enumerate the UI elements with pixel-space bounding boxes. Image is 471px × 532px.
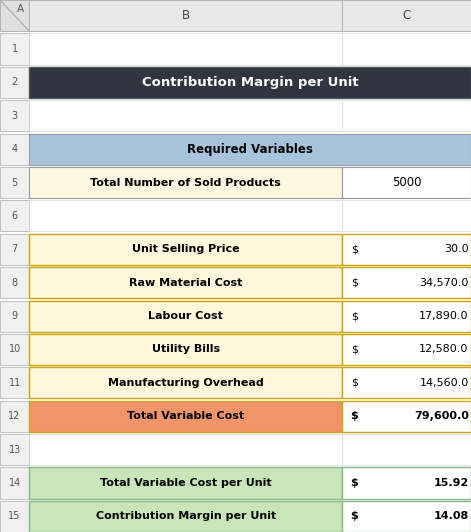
Bar [0, 67, 29, 98]
Bar [0, 334, 29, 365]
Bar [342, 167, 471, 198]
Text: 15: 15 [8, 511, 21, 521]
Text: Manufacturing Overhead: Manufacturing Overhead [108, 378, 264, 388]
Text: 6: 6 [11, 211, 18, 221]
Text: Total Number of Sold Products: Total Number of Sold Products [90, 178, 281, 187]
Text: Total Variable Cost per Unit: Total Variable Cost per Unit [100, 478, 272, 488]
Text: 34,570.0: 34,570.0 [419, 278, 469, 288]
Bar [342, 401, 471, 432]
Bar [29, 34, 342, 64]
Bar [342, 100, 471, 131]
Bar [342, 434, 471, 465]
Bar [342, 367, 471, 398]
Text: A: A [17, 4, 24, 14]
Bar [29, 201, 342, 231]
Bar [29, 501, 342, 532]
Bar [342, 301, 471, 331]
Text: C: C [403, 9, 411, 22]
Text: 8: 8 [11, 278, 18, 288]
Bar [342, 501, 471, 532]
Text: 4: 4 [11, 144, 18, 154]
Bar [29, 334, 342, 365]
Text: Contribution Margin per Unit: Contribution Margin per Unit [142, 76, 358, 89]
Text: 13: 13 [8, 445, 21, 455]
Bar [29, 401, 342, 432]
Bar [0, 367, 29, 398]
Text: 9: 9 [11, 311, 18, 321]
Bar [0, 134, 29, 165]
Text: 14: 14 [8, 478, 21, 488]
Text: 3: 3 [11, 111, 18, 121]
Text: $: $ [351, 311, 357, 321]
Text: 10: 10 [8, 345, 21, 354]
Text: 7: 7 [11, 244, 18, 254]
Bar [0, 100, 29, 131]
Bar [0, 234, 29, 265]
Text: 12,580.0: 12,580.0 [419, 345, 469, 354]
Text: Contribution Margin per Unit: Contribution Margin per Unit [96, 511, 276, 521]
Bar [342, 267, 471, 298]
Bar [29, 134, 471, 165]
Text: $: $ [351, 345, 357, 354]
Bar [342, 234, 471, 265]
Bar [342, 34, 471, 64]
Bar [29, 367, 342, 398]
Text: 2: 2 [11, 77, 18, 87]
Bar [342, 334, 471, 365]
Bar [29, 301, 342, 331]
Text: 1: 1 [11, 44, 18, 54]
Text: $: $ [351, 244, 357, 254]
Bar [0, 301, 29, 331]
Text: Total Variable Cost: Total Variable Cost [127, 411, 244, 421]
Text: B: B [182, 9, 190, 22]
Text: 14,560.0: 14,560.0 [419, 378, 469, 388]
Text: 14.08: 14.08 [433, 511, 469, 521]
Bar [29, 434, 342, 465]
Text: 12: 12 [8, 411, 21, 421]
Bar [0, 34, 29, 64]
Bar [29, 67, 471, 98]
Bar [342, 201, 471, 231]
Bar [29, 100, 342, 131]
Bar [0, 401, 29, 432]
Bar [29, 167, 342, 198]
Text: 5: 5 [11, 178, 18, 187]
Text: Labour Cost: Labour Cost [148, 311, 223, 321]
Bar [0, 167, 29, 198]
Bar [342, 0, 471, 31]
Bar [0, 267, 29, 298]
Text: $: $ [350, 411, 358, 421]
Text: 17,890.0: 17,890.0 [419, 311, 469, 321]
Text: 15.92: 15.92 [433, 478, 469, 488]
Text: Raw Material Cost: Raw Material Cost [129, 278, 243, 288]
Text: Utility Bills: Utility Bills [152, 345, 220, 354]
Text: 11: 11 [8, 378, 21, 388]
Text: $: $ [350, 511, 358, 521]
Text: $: $ [351, 378, 357, 388]
Text: 5000: 5000 [392, 176, 422, 189]
Text: 79,600.0: 79,600.0 [414, 411, 469, 421]
Bar [0, 201, 29, 231]
Bar [29, 0, 342, 31]
Bar [0, 501, 29, 532]
Bar [342, 468, 471, 498]
Bar [29, 267, 342, 298]
Bar [0, 434, 29, 465]
Text: 30.0: 30.0 [444, 244, 469, 254]
Bar [29, 234, 342, 265]
Bar [0, 0, 29, 31]
Text: $: $ [351, 278, 357, 288]
Text: Required Variables: Required Variables [187, 143, 313, 156]
Text: Unit Selling Price: Unit Selling Price [132, 244, 240, 254]
Bar [29, 468, 342, 498]
Text: $: $ [350, 478, 358, 488]
Bar [0, 468, 29, 498]
